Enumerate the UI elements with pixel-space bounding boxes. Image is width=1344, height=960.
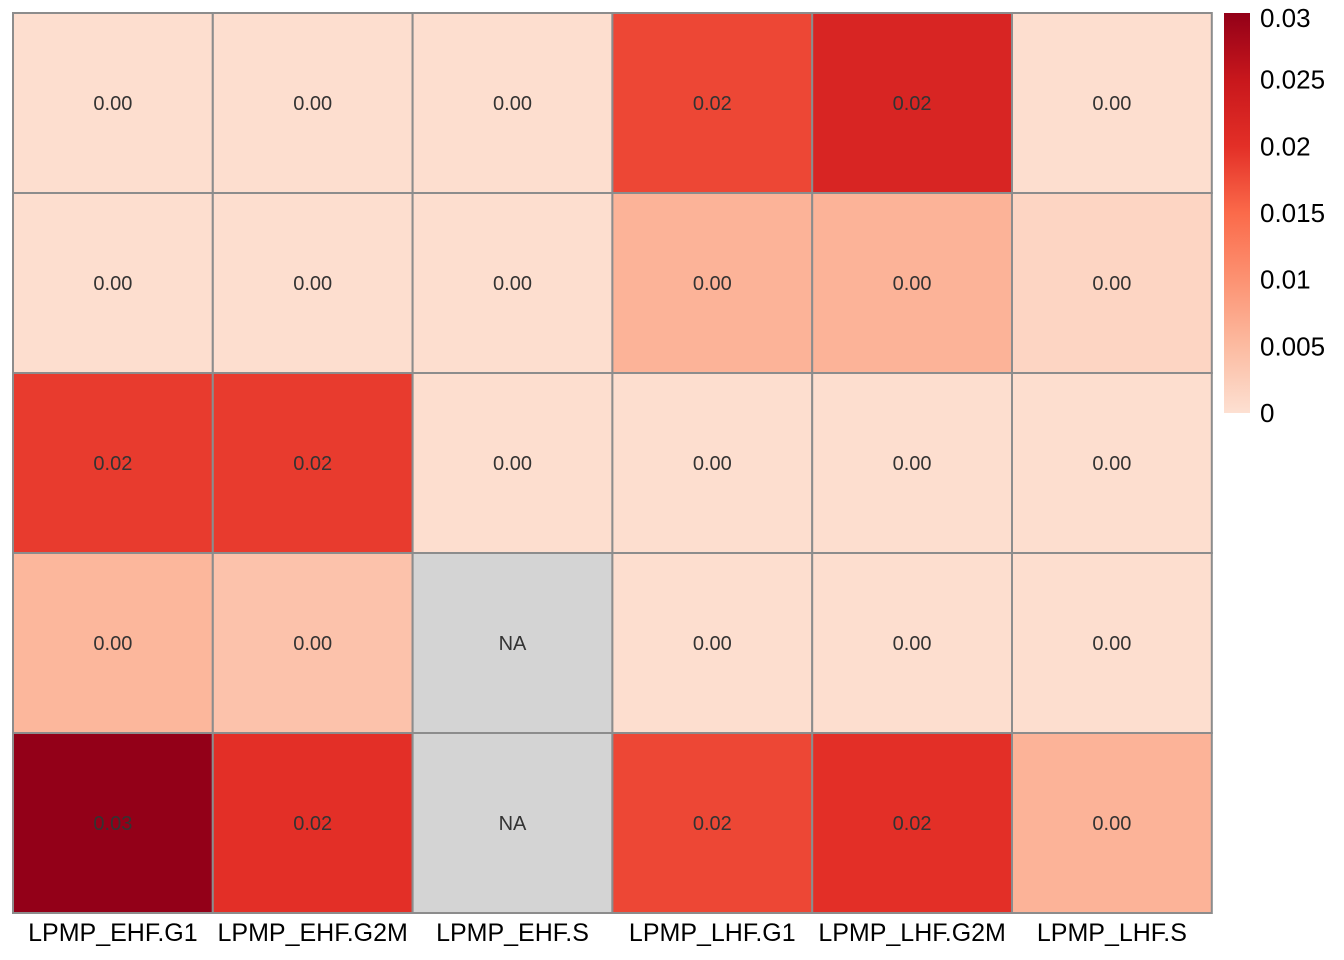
cell-value-label: 0.00 (293, 273, 332, 295)
cell-value-label: 0.02 (293, 453, 332, 475)
heatmap-cell (811, 372, 1014, 554)
legend-color-bar (1224, 13, 1250, 413)
column-labels: LPMP_EHF.G1 LPMP_EHF.G2M LPMP_EHF.S LPMP_LH… (28, 919, 1187, 947)
cell-value-label: 0.00 (93, 93, 132, 115)
legend-tick-label: 0 (1260, 398, 1274, 428)
cell-value-label: 0.00 (93, 273, 132, 295)
cell-value-label: 0.02 (693, 813, 732, 835)
heatmap-cell (611, 192, 814, 374)
cell-value-label: 0.02 (293, 813, 332, 835)
cell-value-label: 0.00 (493, 93, 532, 115)
cell-value-label: 0.02 (893, 813, 932, 835)
heatmap-cell (411, 372, 614, 554)
column-label: LPMP_EHF.S (436, 919, 589, 947)
legend-tick-label: 0.015 (1260, 198, 1325, 228)
heatmap-cell (1011, 12, 1213, 194)
heatmap-cell (12, 732, 214, 914)
legend-tick-label: 0.03 (1260, 3, 1311, 33)
heatmap-cell (211, 192, 414, 374)
heatmap-cell (411, 552, 614, 734)
cell-value-label: NA (499, 813, 527, 835)
color-legend: 0.03 0.025 0.02 0.015 0.01 0.005 0 (1224, 3, 1325, 428)
legend-ticks: 0.03 0.025 0.02 0.015 0.01 0.005 0 (1260, 3, 1325, 428)
heatmap-cell (611, 732, 814, 914)
column-label: LPMP_EHF.G1 (28, 919, 198, 947)
cell-value-label: 0.00 (1092, 273, 1131, 295)
cell-value-label: 0.03 (93, 813, 132, 835)
heatmap-cell (611, 372, 814, 554)
cell-value-label: NA (499, 633, 527, 655)
cell-value-label: 0.00 (893, 273, 932, 295)
heatmap-cell (611, 12, 814, 194)
column-label: LPMP_LHF.G2M (818, 919, 1006, 947)
cell-value-label: 0.00 (1092, 813, 1131, 835)
heatmap-cell (211, 372, 414, 554)
cell-value-label: 0.00 (693, 633, 732, 655)
heatmap-cell (12, 12, 214, 194)
cell-value-label: 0.00 (893, 453, 932, 475)
cell-value-label: 0.02 (693, 93, 732, 115)
heatmap-cell (12, 372, 214, 554)
cell-value-label: 0.00 (293, 93, 332, 115)
heatmap-cell (211, 552, 414, 734)
cell-value-label: 0.00 (893, 633, 932, 655)
cell-value-label: 0.00 (493, 453, 532, 475)
heatmap-cell (1011, 372, 1213, 554)
heatmap-cell (611, 552, 814, 734)
legend-tick-label: 0.025 (1260, 65, 1325, 95)
column-label: LPMP_LHF.G1 (629, 919, 796, 947)
cell-value-label: 0.02 (93, 453, 132, 475)
heatmap-cell (811, 732, 1014, 914)
legend-tick-label: 0.005 (1260, 331, 1325, 361)
cell-value-label: 0.00 (693, 273, 732, 295)
legend-tick-label: 0.01 (1260, 265, 1311, 295)
heatmap-cell (411, 732, 614, 914)
cell-value-label: 0.00 (1092, 453, 1131, 475)
heatmap-cell (811, 552, 1014, 734)
cell-value-label: 0.00 (93, 633, 132, 655)
cell-value-label: 0.00 (293, 633, 332, 655)
cell-value-label: 0.02 (893, 93, 932, 115)
heatmap-cell (411, 12, 614, 194)
column-label: LPMP_LHF.S (1037, 919, 1187, 947)
heatmap-cell (1011, 192, 1213, 374)
cell-value-label: 0.00 (1092, 93, 1131, 115)
heatmap-cell (12, 552, 214, 734)
column-label: LPMP_EHF.G2M (218, 919, 408, 947)
heatmap-cell (211, 12, 414, 194)
heatmap-cells: 0.00 0.00 0.00 0.02 0.02 0.00 0.00 0.00 0.00 0.00… (12, 12, 1213, 914)
cell-value-label: 0.00 (1092, 633, 1131, 655)
legend-tick-label: 0.02 (1260, 131, 1311, 161)
heatmap-cell (1011, 552, 1213, 734)
cell-value-label: 0.00 (693, 453, 732, 475)
cell-value-label: 0.00 (493, 273, 532, 295)
heatmap-cell (1011, 732, 1213, 914)
heatmap-cell (811, 12, 1014, 194)
